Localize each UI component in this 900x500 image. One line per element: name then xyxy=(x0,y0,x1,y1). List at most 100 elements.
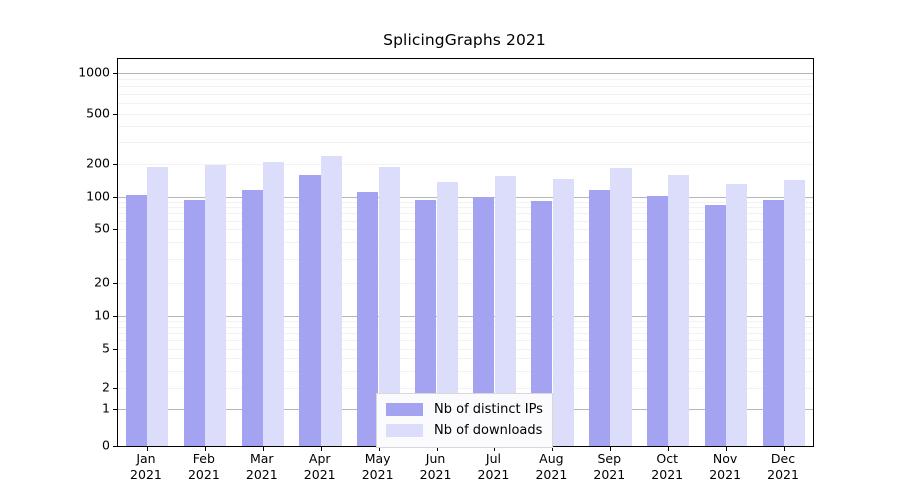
y-axis-tick xyxy=(113,283,118,284)
x-axis-tick-label: Oct 2021 xyxy=(635,451,699,483)
gridline-minor xyxy=(118,164,813,165)
x-axis-tick-label: Nov 2021 xyxy=(693,451,757,483)
x-label-month: May xyxy=(364,451,391,466)
x-axis-tick xyxy=(610,446,612,451)
legend-swatch-icon xyxy=(386,403,423,416)
gridline-minor xyxy=(118,114,813,115)
bar-downloads xyxy=(262,162,285,446)
legend[interactable]: Nb of distinct IPs Nb of downloads xyxy=(376,393,553,448)
x-label-month: Nov xyxy=(712,451,738,466)
bar-downloads xyxy=(668,174,690,446)
bar-distinct-ips xyxy=(415,200,437,446)
y-axis-tick xyxy=(113,446,118,447)
bar-distinct-ips xyxy=(704,204,726,446)
gridline-major xyxy=(118,316,813,317)
y-axis-tick-label: 2 xyxy=(102,379,110,395)
gridline-minor xyxy=(118,370,813,372)
x-label-year: 2021 xyxy=(361,467,394,482)
gridline-major xyxy=(118,197,813,198)
x-label-month: Dec xyxy=(770,451,796,466)
gridline-minor xyxy=(118,229,813,230)
legend-item[interactable]: Nb of downloads xyxy=(386,420,543,441)
y-axis-tick-label: 200 xyxy=(86,155,110,171)
legend-swatch-icon xyxy=(386,424,423,437)
bar-downloads xyxy=(320,155,342,446)
y-axis-tick xyxy=(113,316,118,317)
bar-downloads xyxy=(147,166,169,446)
x-axis-tick-label: Feb 2021 xyxy=(172,451,236,483)
bar-distinct-ips xyxy=(241,189,263,446)
gridline-minor xyxy=(118,79,813,81)
gridline-minor xyxy=(118,126,813,128)
x-axis-tick-label: Apr 2021 xyxy=(288,451,352,483)
bar-distinct-ips xyxy=(473,196,495,446)
x-axis-tick xyxy=(726,446,728,451)
bar-downloads xyxy=(494,176,516,446)
x-label-year: 2021 xyxy=(651,467,684,482)
y-axis-tick xyxy=(113,409,118,410)
x-label-year: 2021 xyxy=(187,467,220,482)
x-label-month: Apr xyxy=(308,451,331,466)
bar-distinct-ips xyxy=(646,196,669,446)
bar-distinct-ips xyxy=(531,201,553,446)
y-axis-tick-label: 100 xyxy=(86,188,110,204)
gridline-minor xyxy=(118,103,813,105)
gridline-minor xyxy=(118,340,813,342)
gridline-minor xyxy=(118,94,813,96)
gridline-minor xyxy=(118,201,813,203)
bar-downloads xyxy=(610,167,632,446)
x-axis-tick-label: Jun 2021 xyxy=(404,451,468,483)
x-axis-tick-label: Jan 2021 xyxy=(114,451,178,483)
gridline-minor xyxy=(118,220,813,222)
y-axis-tick-label: 10 xyxy=(94,307,110,323)
bar-distinct-ips xyxy=(183,200,205,446)
legend-label: Nb of distinct IPs xyxy=(434,402,543,417)
y-axis-tick-label: 20 xyxy=(94,274,110,290)
x-axis-tick xyxy=(146,446,148,451)
bar-downloads xyxy=(552,178,574,446)
x-axis-tick xyxy=(378,446,380,451)
y-axis-tick xyxy=(113,164,118,165)
legend-item[interactable]: Nb of distinct IPs xyxy=(386,399,543,420)
gridline-minor xyxy=(118,141,813,143)
x-label-year: 2021 xyxy=(419,467,452,482)
x-label-month: Sep xyxy=(597,451,622,466)
x-label-year: 2021 xyxy=(535,467,568,482)
x-axis-tick xyxy=(204,446,206,451)
x-axis-tick xyxy=(552,446,554,451)
x-axis-tick xyxy=(784,446,786,451)
y-axis-tick-label: 1000 xyxy=(78,64,110,80)
x-label-month: Feb xyxy=(192,451,215,466)
gridline-major xyxy=(118,73,813,74)
bar-distinct-ips xyxy=(125,194,147,446)
x-axis-tick-label: Jul 2021 xyxy=(461,451,525,483)
x-label-year: 2021 xyxy=(245,467,278,482)
y-axis-tick-label: 1 xyxy=(102,400,110,416)
gridline-minor xyxy=(118,321,813,323)
gridline-minor xyxy=(118,326,813,328)
x-label-year: 2021 xyxy=(767,467,799,482)
x-axis-tick-label: Sep 2021 xyxy=(577,451,641,483)
x-axis-ticks xyxy=(118,446,813,452)
x-label-year: 2021 xyxy=(709,467,742,482)
y-axis-tick xyxy=(113,197,118,198)
y-axis-tick xyxy=(113,229,118,230)
y-axis-tick-label: 500 xyxy=(86,105,110,121)
gridline-minor xyxy=(118,207,813,209)
y-axis-tick xyxy=(113,388,118,389)
x-axis-tick xyxy=(668,446,670,451)
bar-downloads xyxy=(436,181,458,446)
x-axis-tick xyxy=(262,446,264,451)
x-axis-tick xyxy=(320,446,322,451)
x-label-month: Mar xyxy=(249,451,274,466)
chart-title: SplicingGraphs 2021 xyxy=(383,31,546,49)
x-label-month: Jun xyxy=(425,451,446,466)
x-label-month: Jan xyxy=(136,451,156,466)
gridline-minor xyxy=(118,332,813,334)
gridline-minor xyxy=(118,86,813,88)
x-label-year: 2021 xyxy=(303,467,336,482)
x-label-month: Jul xyxy=(485,451,501,466)
gridline-minor xyxy=(118,358,813,360)
x-label-month: Aug xyxy=(539,451,564,466)
x-axis-tick-label: Mar 2021 xyxy=(230,451,294,483)
